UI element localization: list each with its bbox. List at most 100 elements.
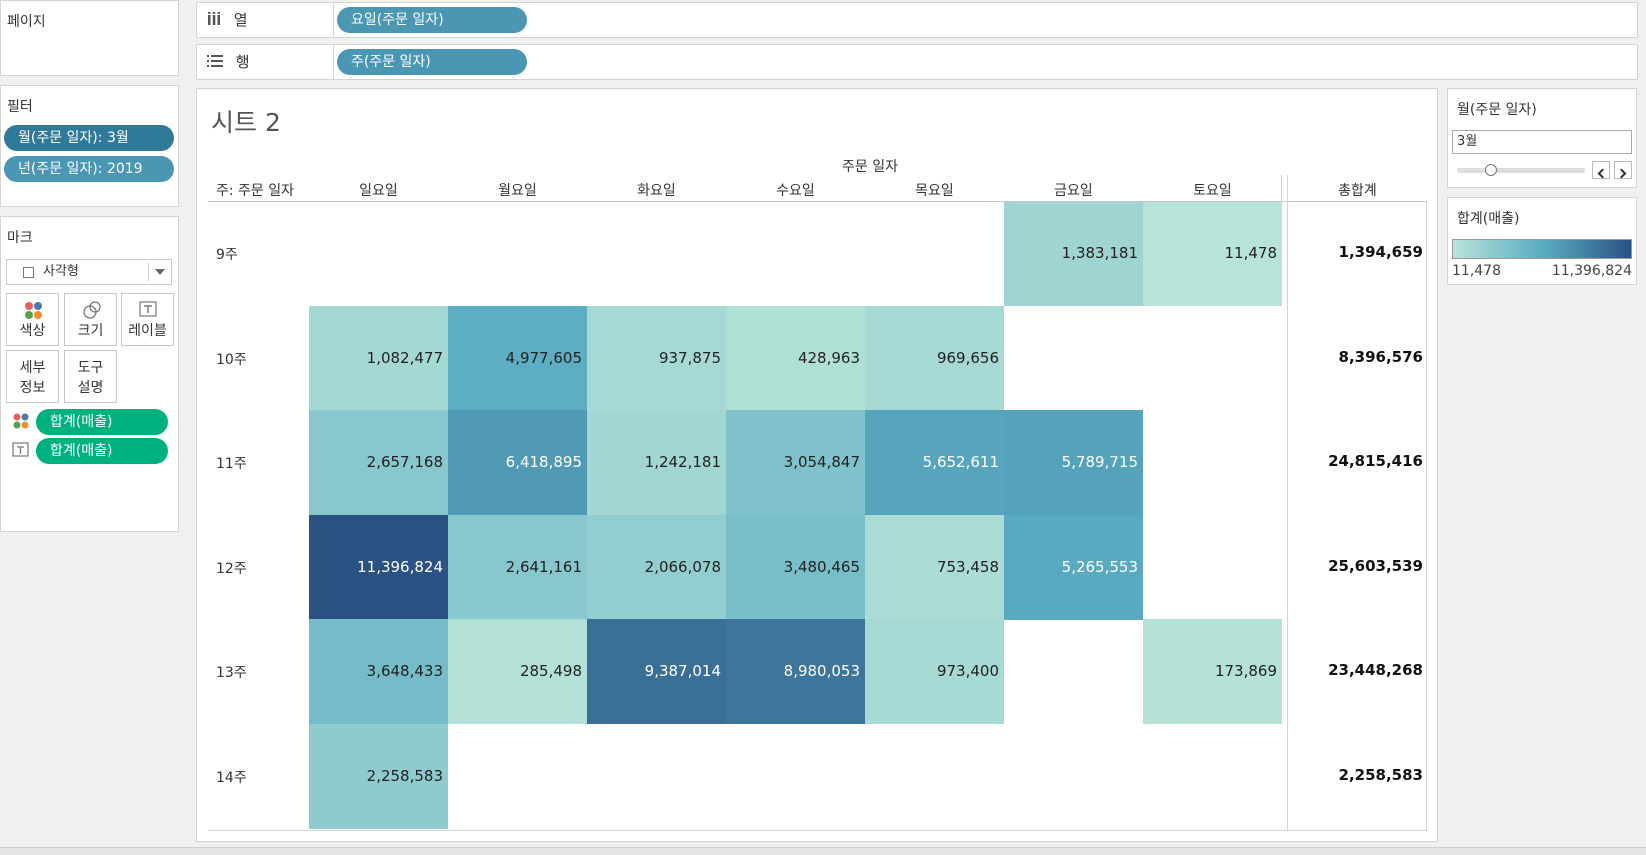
row-header-3[interactable]: 12주 [216,561,247,577]
col-header-0[interactable]: 일요일 [359,183,398,199]
month-filter-card: 월(주문 일자) 3월 [1447,88,1637,188]
heatmap-cell[interactable]: 9,387,014 [587,619,726,724]
columns-shelf-text: 열 [233,11,248,29]
month-slider-handle[interactable] [1485,164,1497,176]
heatmap-cell[interactable]: 1,383,181 [1004,201,1143,306]
chevron-right-icon [1616,168,1627,179]
heatmap-cell[interactable]: 428,963 [726,306,865,411]
filter-pill-month[interactable]: 월(주문 일자): 3월 [4,125,174,151]
heatmap-cell[interactable]: 1,242,181 [587,410,726,515]
color-legend-card: 합계(매출) 11,478 11,396,824 [1447,197,1637,285]
text-label-icon [139,301,157,317]
header-bottom-line [208,201,1426,202]
col-header-5[interactable]: 금요일 [1054,183,1093,199]
row-header-2[interactable]: 11주 [216,456,247,472]
heatmap-cell[interactable]: 4,977,605 [448,306,587,411]
col-header-6[interactable]: 토요일 [1193,183,1232,199]
square-mark-icon [23,267,34,278]
total-left-line [1287,175,1288,831]
month-filter-title: 월(주문 일자) [1457,102,1537,118]
heatmap-cell[interactable]: 969,656 [865,306,1004,411]
heatmap-cell[interactable]: 2,657,168 [309,410,448,515]
grid-bottom-line [208,830,1426,831]
heatmap-cell[interactable]: 3,480,465 [726,515,865,620]
detail-button[interactable]: 세부 정보 [6,350,59,403]
month-next-button[interactable] [1614,161,1632,179]
heatmap-cell[interactable]: 753,458 [865,515,1004,620]
row-field-header: 주: 주문 일자 [216,183,295,199]
detail-button-label-1: 세부 [19,360,46,376]
heatmap-cell[interactable]: 11,396,824 [309,515,448,620]
columns-pill[interactable]: 요일(주문 일자) [337,7,527,33]
detail-button-label-2: 정보 [19,380,46,396]
row-total[interactable]: 25,603,539 [1328,557,1423,575]
heatmap-cell[interactable]: 2,258,583 [309,724,448,829]
row-total[interactable]: 2,258,583 [1338,766,1423,784]
heatmap-cell[interactable]: 5,789,715 [1004,410,1143,515]
row-total[interactable]: 1,394,659 [1338,243,1423,261]
heatmap-cell[interactable]: 5,265,553 [1004,515,1143,620]
mark-type-dropdown[interactable]: 사각형 [6,259,172,285]
row-total[interactable]: 24,815,416 [1328,452,1423,470]
chevron-left-icon [1597,168,1608,179]
total-column-header: 총합계 [1338,183,1377,199]
legend-min-label: 11,478 [1452,263,1501,279]
columns-shelf[interactable]: 열 요일(주문 일자) [196,2,1638,38]
col-header-separator [1281,175,1282,201]
row-header-0[interactable]: 9주 [216,247,238,263]
month-prev-button[interactable] [1592,161,1610,179]
pages-title: 페이지 [7,14,46,30]
heatmap-cell[interactable]: 3,054,847 [726,410,865,515]
tooltip-button-label-2: 설명 [77,380,104,396]
color-dots-icon [25,302,42,319]
size-button-label: 크기 [77,323,104,339]
col-header-4[interactable]: 목요일 [915,183,954,199]
col-header-2[interactable]: 화요일 [637,183,676,199]
heatmap-cell[interactable]: 1,082,477 [309,306,448,411]
tooltip-button[interactable]: 도구 설명 [64,350,117,403]
size-button[interactable]: 크기 [64,293,117,346]
dropdown-divider [148,263,149,281]
heatmap-cell[interactable]: 3,648,433 [309,619,448,724]
col-header-1[interactable]: 월요일 [498,183,537,199]
tooltip-button-label-1: 도구 [77,360,104,376]
row-header-5[interactable]: 14주 [216,770,247,786]
row-header-1[interactable]: 10주 [216,352,247,368]
heatmap-cell[interactable]: 2,641,161 [448,515,587,620]
mark-type-label: 사각형 [43,264,79,279]
pages-panel: 페이지 [0,0,179,76]
heatmap-cell[interactable]: 5,652,611 [865,410,1004,515]
row-header-4[interactable]: 13주 [216,665,247,681]
rows-icon [207,55,223,67]
mark-field-label[interactable]: 합계(매출) [36,438,168,464]
label-button-label: 레이블 [128,323,167,339]
heatmap-cell[interactable]: 2,066,078 [587,515,726,620]
total-right-line [1426,201,1427,831]
filters-panel: 필터 월(주문 일자): 3월 년(주문 일자): 2019 [0,85,179,207]
heatmap-cell[interactable]: 285,498 [448,619,587,724]
month-filter-input[interactable]: 3월 [1452,130,1632,154]
columns-icon [208,12,220,25]
legend-max-label: 11,396,824 [1551,263,1632,279]
rows-pill[interactable]: 주(주문 일자) [337,49,527,75]
heatmap-cell[interactable]: 8,980,053 [726,619,865,724]
filter-pill-year[interactable]: 년(주문 일자): 2019 [4,156,174,182]
heatmap-cell[interactable]: 6,418,895 [448,410,587,515]
legend-title: 합계(매출) [1457,211,1520,227]
label-button[interactable]: 레이블 [121,293,174,346]
rows-shelf-label: 행 [197,45,334,79]
row-total[interactable]: 23,448,268 [1328,661,1423,679]
heatmap-cell[interactable]: 11,478 [1143,201,1282,306]
mark-field-color[interactable]: 합계(매출) [36,409,168,435]
col-header-3[interactable]: 수요일 [776,183,815,199]
heatmap-cell[interactable]: 973,400 [865,619,1004,724]
month-slider-track[interactable] [1457,168,1585,173]
rows-shelf[interactable]: 행 주(주문 일자) [196,44,1638,80]
chevron-down-icon [155,269,165,275]
heatmap-cell[interactable]: 173,869 [1143,619,1282,724]
row-total[interactable]: 8,396,576 [1338,348,1423,366]
legend-gradient[interactable] [1452,239,1632,259]
heatmap-cell[interactable]: 937,875 [587,306,726,411]
color-button[interactable]: 색상 [6,293,59,346]
text-label-icon [12,442,29,457]
